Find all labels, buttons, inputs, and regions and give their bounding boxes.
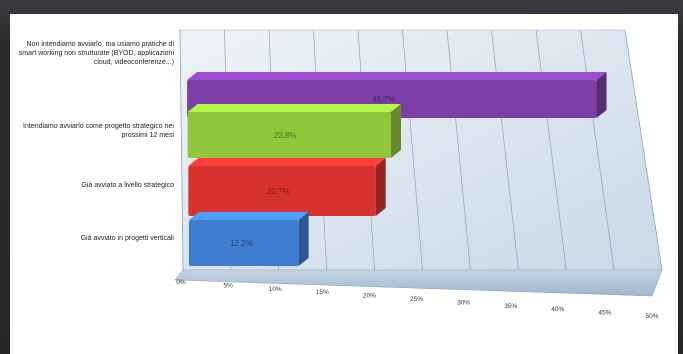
gridline bbox=[580, 29, 615, 271]
bar-top-face bbox=[188, 212, 309, 220]
x-tick-label: 20% bbox=[363, 293, 376, 300]
gridline bbox=[535, 29, 567, 271]
category-label-4: Già avviato in progetti verticali bbox=[80, 235, 174, 242]
x-tick-label: 45% bbox=[598, 310, 611, 317]
bar-front-face bbox=[188, 220, 299, 266]
bar-4: 12,2% bbox=[188, 212, 309, 266]
gridline bbox=[446, 29, 471, 271]
bar-top-face bbox=[187, 72, 607, 80]
bar-side-face bbox=[596, 72, 607, 118]
bar-top-face bbox=[187, 104, 402, 112]
bar-value-label: 20,7% bbox=[267, 187, 290, 196]
bar-side-face bbox=[391, 104, 402, 158]
bar-value-label: 12,2% bbox=[230, 239, 253, 248]
x-axis-ticks: 0% 5% 10% 15% 20% 25% 30% 35% 40% 45% 50% bbox=[176, 279, 658, 320]
category-label-3: Già avviato a livello strategico bbox=[81, 182, 174, 189]
gridline bbox=[402, 29, 423, 271]
bar-side-face bbox=[298, 212, 309, 266]
bar-front-face bbox=[188, 166, 376, 216]
x-tick-label: 35% bbox=[504, 303, 517, 310]
x-tick-label: 30% bbox=[457, 299, 470, 306]
x-tick-label: 25% bbox=[410, 296, 423, 303]
x-tick-label: 40% bbox=[551, 306, 564, 313]
category-label-2: Intendiamo avviarlo come progetto strate… bbox=[23, 123, 174, 139]
category-label-1: Non intendiamo avviarlo, ma usiamo prati… bbox=[18, 41, 174, 66]
x-tick-label: 10% bbox=[269, 286, 282, 293]
bar-value-label: 45,7% bbox=[372, 95, 395, 104]
bar-3: 20,7% bbox=[188, 158, 386, 216]
gridlines bbox=[179, 29, 663, 271]
x-tick-label: 5% bbox=[223, 282, 233, 289]
bar-2: 22,8% bbox=[187, 104, 402, 158]
x-tick-label: 15% bbox=[316, 289, 329, 296]
bar-side-face bbox=[375, 158, 386, 216]
gridline bbox=[179, 29, 184, 271]
x-tick-label: 0% bbox=[176, 279, 186, 286]
gridline bbox=[491, 29, 519, 271]
bar-top-face bbox=[188, 158, 386, 166]
x-tick-label: 50% bbox=[645, 313, 658, 320]
bars: 45,7% 22,8% 20,7% 12,2% bbox=[187, 72, 607, 266]
bar-front-face bbox=[187, 112, 392, 158]
bar-value-label: 22,8% bbox=[274, 131, 297, 140]
plot-floor bbox=[174, 269, 663, 297]
gridline bbox=[624, 29, 663, 271]
